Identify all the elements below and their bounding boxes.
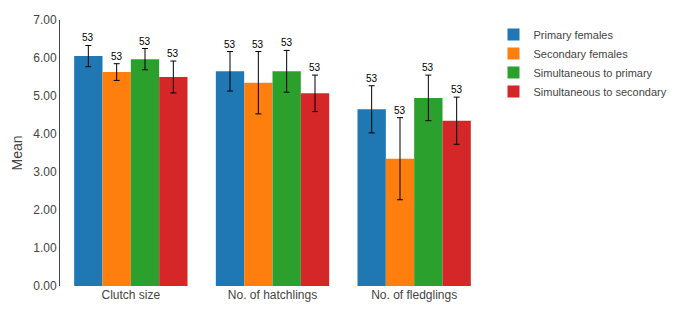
svg-text:53: 53 [111,51,123,62]
svg-text:No. of fledglings: No. of fledglings [371,288,457,302]
svg-text:53: 53 [82,32,94,43]
svg-text:53: 53 [422,62,434,73]
svg-text:Simultaneous to secondary: Simultaneous to secondary [534,86,667,98]
svg-text:6.00: 6.00 [33,51,57,65]
svg-text:53: 53 [139,36,151,47]
svg-text:53: 53 [252,39,264,50]
svg-text:Simultaneous to primary: Simultaneous to primary [534,67,653,79]
svg-text:1.00: 1.00 [33,241,57,255]
svg-text:3.00: 3.00 [33,165,57,179]
svg-text:Mean: Mean [9,135,25,170]
svg-text:7.00: 7.00 [33,13,57,27]
svg-text:5.00: 5.00 [33,89,57,103]
svg-text:53: 53 [394,105,406,116]
svg-text:53: 53 [309,62,321,73]
svg-text:53: 53 [224,39,236,50]
svg-text:53: 53 [366,73,378,84]
svg-text:Clutch size: Clutch size [101,288,160,302]
svg-text:53: 53 [451,84,463,95]
svg-text:Primary females: Primary females [534,29,614,41]
svg-text:53: 53 [167,48,179,59]
svg-text:4.00: 4.00 [33,127,57,141]
svg-text:Secondary females: Secondary females [534,48,629,60]
svg-text:2.00: 2.00 [33,203,57,217]
svg-text:0.00: 0.00 [33,279,57,293]
svg-text:No. of hatchlings: No. of hatchlings [228,288,317,302]
svg-text:53: 53 [281,37,293,48]
